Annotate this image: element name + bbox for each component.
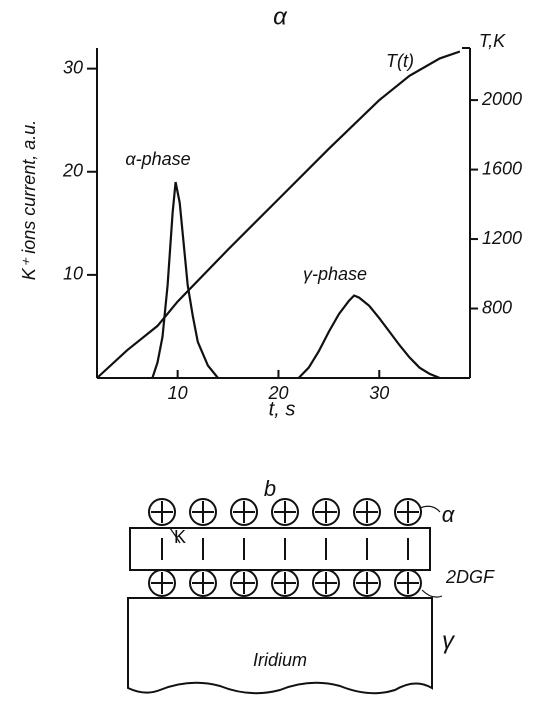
y2-tick-label: 800 <box>482 297 512 317</box>
adatom-label: K <box>174 527 186 547</box>
plus <box>233 501 255 523</box>
plus <box>397 501 419 523</box>
ion <box>394 569 422 597</box>
plus <box>192 501 214 523</box>
y-axis-label: K⁺ ions current, a.u. <box>19 120 39 281</box>
ion <box>230 498 258 526</box>
ion <box>312 498 340 526</box>
plus <box>315 572 337 594</box>
ion <box>394 498 422 526</box>
ion <box>148 569 176 597</box>
x-tick-label: 30 <box>369 383 389 403</box>
panel-title: b <box>264 476 276 501</box>
x-axis-label: t, s <box>269 398 296 420</box>
layer-label: γ <box>442 627 456 654</box>
substrate <box>127 597 433 695</box>
ion <box>189 569 217 597</box>
plus <box>151 501 173 523</box>
y2-tick-label: 1600 <box>482 158 522 178</box>
layer-label: α <box>442 502 456 527</box>
x-tick-label: 10 <box>168 383 188 403</box>
ion <box>353 498 381 526</box>
diagram: b K α 2DGF γ Iridium <box>127 476 495 695</box>
plus <box>315 501 337 523</box>
ion <box>189 498 217 526</box>
plus <box>151 572 173 594</box>
ion <box>148 498 176 526</box>
ion <box>230 569 258 597</box>
y2-tick-label: 1200 <box>482 228 522 248</box>
y-tick-label: 20 <box>62 161 83 181</box>
leader <box>169 527 181 544</box>
plus <box>274 501 296 523</box>
ion <box>271 569 299 597</box>
annotation: T(t) <box>386 51 414 71</box>
plus <box>233 572 255 594</box>
x-tick-label: 20 <box>267 383 288 403</box>
plus <box>356 501 378 523</box>
data-line <box>96 50 461 379</box>
substrate-label: Iridium <box>253 650 307 670</box>
annotation: α-phase <box>125 149 190 169</box>
plus <box>356 572 378 594</box>
y-tick-label: 10 <box>63 264 83 284</box>
data-line <box>151 181 441 380</box>
y2-tick-label: 2000 <box>481 89 522 109</box>
plus <box>192 572 214 594</box>
ion <box>353 569 381 597</box>
ion <box>312 569 340 597</box>
plus <box>274 572 296 594</box>
ion <box>271 498 299 526</box>
y2-axis-label: T,K <box>479 31 506 51</box>
y-tick-label: 30 <box>63 57 83 77</box>
annotation: γ-phase <box>303 264 367 284</box>
film-label: 2DGF <box>445 567 495 587</box>
leader <box>419 505 441 513</box>
leader <box>421 589 443 598</box>
panel-title: α <box>273 3 288 30</box>
plus <box>397 572 419 594</box>
